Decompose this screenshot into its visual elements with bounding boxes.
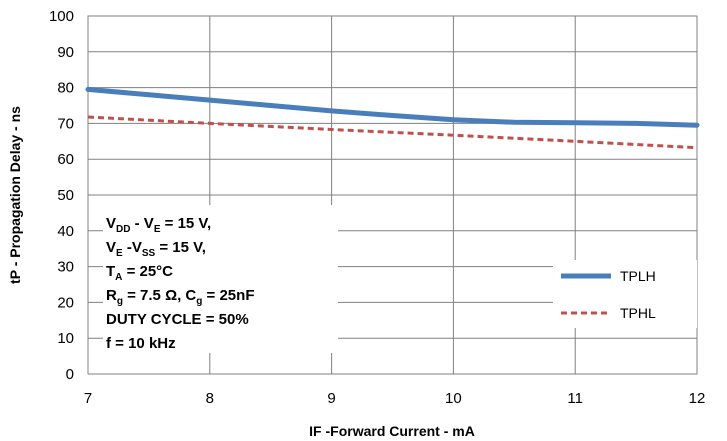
x-tick-label: 12	[689, 390, 706, 407]
conditions-annotation: VDD - VE = 15 V, VE -VSS = 15 V, TA = 25°C…	[106, 215, 254, 352]
series-line-tplh	[85, 86, 700, 128]
y-tick-label: 70	[57, 115, 74, 132]
y-tick-label: 100	[49, 8, 74, 25]
x-axis-label: IF -Forward Current - mA	[309, 423, 475, 439]
y-tick-labels: 0 10 20 30 40 50 60 70 80 90 100	[49, 8, 74, 383]
y-tick-label: 0	[66, 366, 74, 383]
plot-area	[87, 15, 698, 375]
legend-entries: TPLH TPHL	[561, 268, 656, 321]
condition-line: Rg = 7.5 Ω, Cg = 25nF	[106, 287, 254, 307]
condition-line: f = 10 kHz	[106, 335, 176, 352]
y-axis-label: tP - Propagation Delay - ns	[7, 106, 23, 284]
y-tick-label: 30	[57, 259, 74, 276]
y-tick-label: 50	[57, 187, 74, 204]
x-tick-label: 7	[84, 390, 92, 407]
legend	[553, 260, 697, 328]
y-tick-label: 60	[57, 151, 74, 168]
x-tick-label: 11	[567, 390, 583, 407]
x-tick-labels: 7 8 9 10 11 12	[84, 390, 706, 407]
condition-line: VE -VSS = 15 V,	[106, 239, 206, 259]
x-tick-label: 8	[206, 390, 214, 407]
y-tick-label: 20	[57, 294, 74, 311]
condition-line: VDD - VE = 15 V,	[106, 215, 211, 235]
condition-line: TA = 25°C	[106, 263, 173, 283]
y-tick-label: 40	[57, 223, 74, 240]
x-tick-label: 10	[445, 390, 462, 407]
series-layer	[85, 86, 700, 150]
x-tick-label: 9	[327, 390, 335, 407]
series-line-tphl	[87, 115, 698, 150]
y-tick-label: 80	[57, 80, 74, 97]
y-tick-label: 90	[57, 44, 74, 61]
conditions-box	[103, 205, 338, 353]
legend-label-tplh: TPLH	[620, 268, 656, 284]
legend-label-tphl: TPHL	[620, 305, 656, 321]
condition-line: DUTY CYCLE = 50%	[106, 311, 249, 328]
y-tick-label: 10	[57, 330, 74, 347]
